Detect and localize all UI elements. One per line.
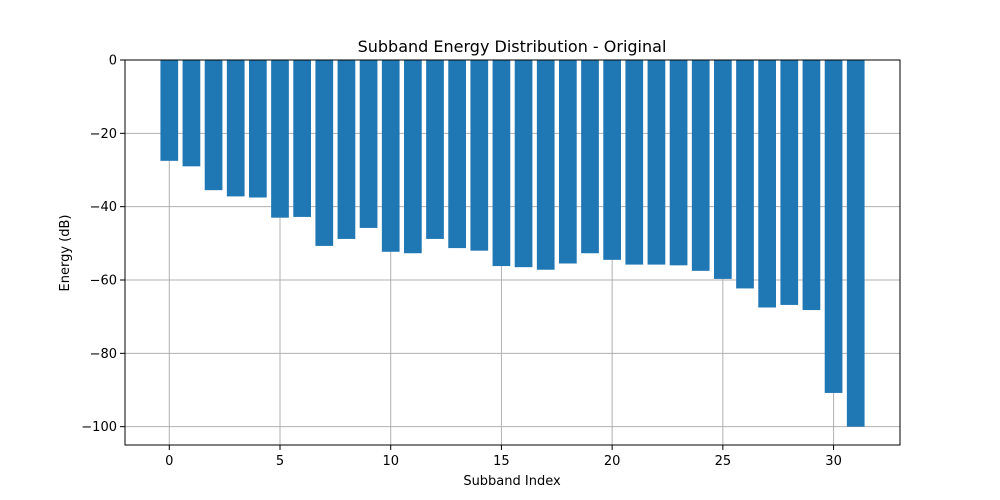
bar-subband-4 [249,60,267,198]
bar-subband-7 [315,60,334,246]
bar-subband-28 [780,60,799,305]
x-tick-label: 10 [382,454,399,469]
x-tick-label: 15 [493,454,510,469]
y-tick-label: −40 [90,200,117,215]
bar-subband-5 [271,60,289,218]
bar-subband-22 [647,60,666,265]
bar-subband-30 [824,60,843,393]
bar-subband-26 [736,60,754,289]
bars [160,60,865,427]
bar-subband-18 [559,60,577,264]
bar-subband-13 [448,60,466,249]
y-axis-label: Energy (dB) [58,215,73,292]
bar-subband-6 [293,60,311,217]
bar-subband-27 [758,60,776,308]
y-tick-label: −80 [90,347,117,362]
chart-title: Subband Energy Distribution - Original [358,37,667,56]
bar-subband-3 [226,60,245,197]
bar-subband-29 [802,60,821,311]
bar-subband-15 [492,60,511,267]
plot-frame [124,59,901,446]
bar-subband-8 [337,60,356,239]
y-tick-label: −100 [81,420,117,435]
bar-subband-11 [404,60,422,254]
bar-subband-9 [359,60,378,228]
bar-subband-21 [625,60,644,265]
y-tick-label: 0 [109,54,117,69]
axis-ticks: 0 5 10 15 20 25 30 0 −20 −40 −60 −80 −100 [81,54,842,470]
bar-subband-2 [204,60,223,191]
bar-subband-20 [603,60,621,260]
x-tick-label: 0 [165,454,173,469]
x-tick-label: 30 [825,454,842,469]
x-tick-label: 5 [276,454,284,469]
bar-subband-17 [536,60,555,270]
bar-subband-14 [470,60,489,251]
bar-subband-24 [691,60,710,271]
x-tick-label: 25 [715,454,732,469]
bar-subband-16 [514,60,533,268]
bar-subband-19 [581,60,599,254]
x-tick-label: 20 [604,454,621,469]
bar-subband-0 [160,60,179,161]
y-tick-label: −60 [90,274,117,289]
bar-subband-12 [426,60,444,239]
x-axis-label: Subband Index [463,474,561,489]
bar-subband-31 [846,60,865,427]
bar-subband-10 [381,60,400,252]
bar-subband-25 [714,60,732,279]
bar-subband-23 [669,60,688,266]
y-tick-label: −20 [90,127,117,142]
bar-subband-1 [182,60,201,167]
